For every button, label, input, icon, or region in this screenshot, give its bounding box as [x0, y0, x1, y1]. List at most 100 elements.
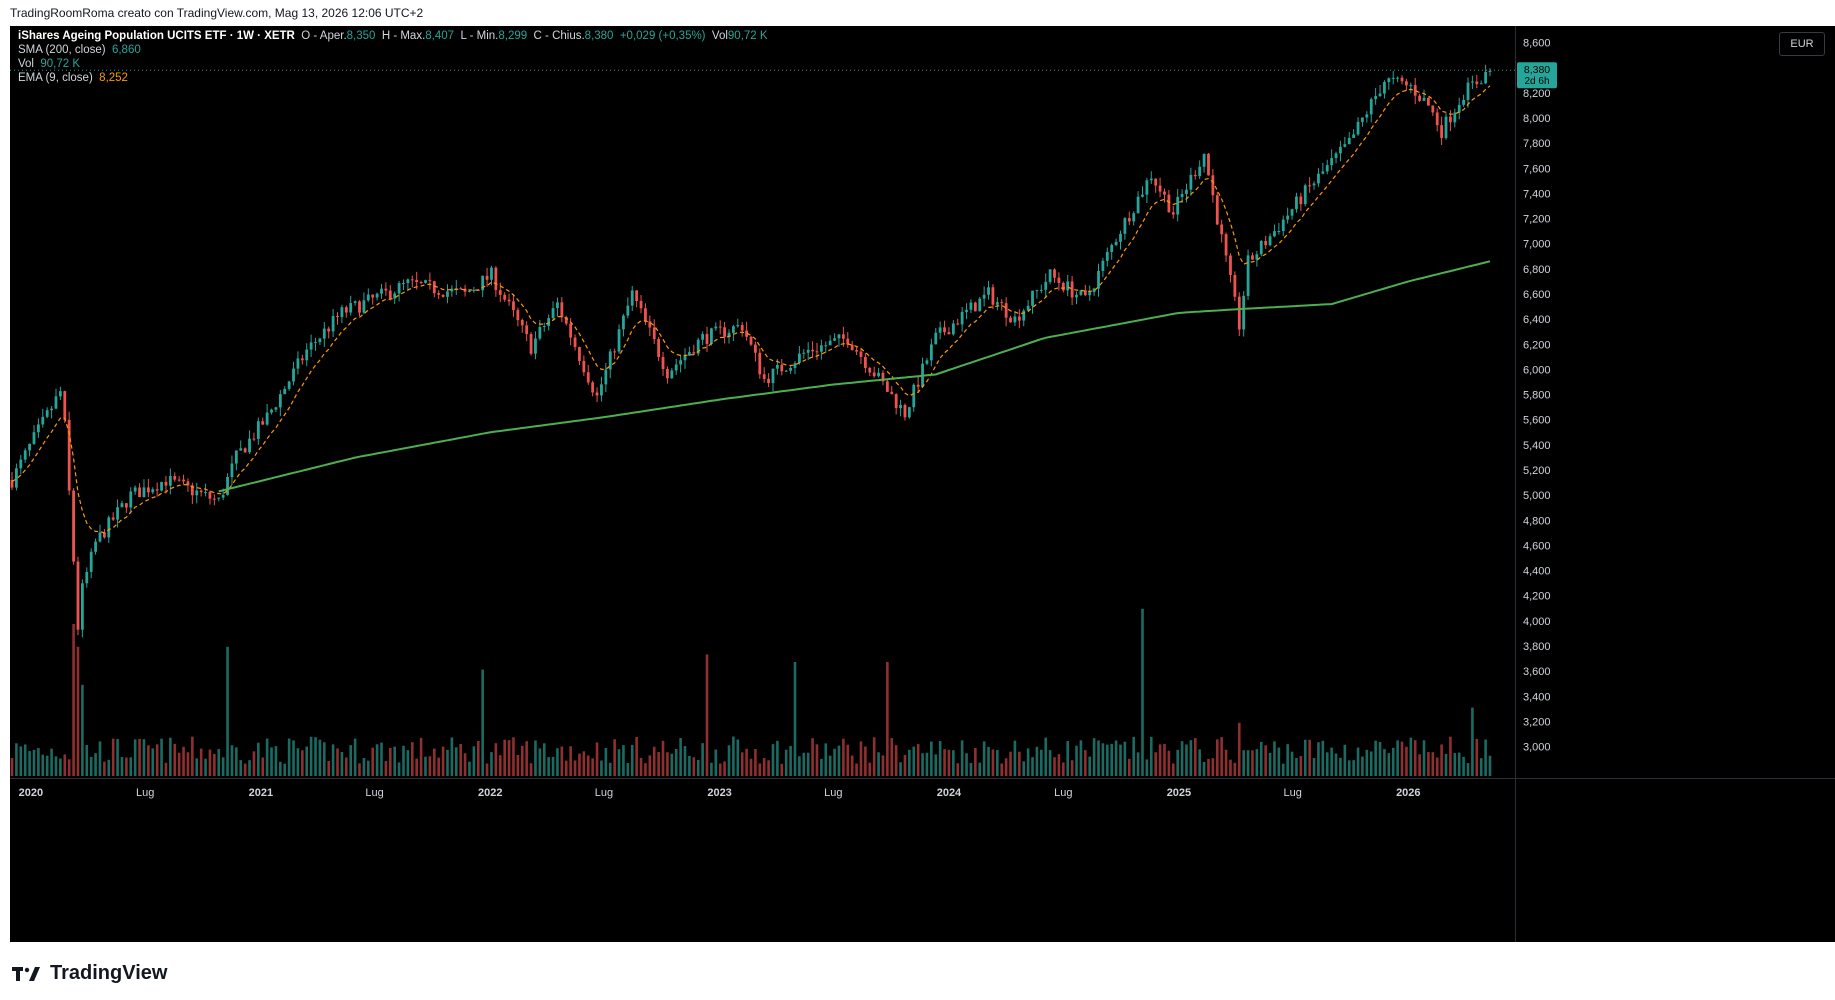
- volume-bar: [846, 744, 850, 776]
- volume-bar: [1312, 758, 1316, 776]
- volume-bar: [230, 745, 234, 776]
- volume-bar: [1246, 750, 1250, 776]
- candle-body: [1158, 185, 1162, 192]
- volume-bar: [1207, 758, 1210, 776]
- candle-body: [283, 388, 287, 395]
- candle-body: [1330, 158, 1334, 166]
- volume-bar: [881, 755, 885, 776]
- price-chart[interactable]: 8,6008,4008,2008,0007,8007,6007,4007,200…: [10, 26, 1835, 942]
- volume-bar: [107, 759, 111, 776]
- candle-body: [1154, 178, 1158, 186]
- legend-sma-row[interactable]: SMA (200, close) 6,860: [18, 44, 141, 56]
- candle-body: [230, 463, 234, 478]
- volume-bar: [626, 763, 630, 776]
- volume-bar: [142, 739, 146, 776]
- candle-body: [868, 367, 872, 373]
- candle-body: [1347, 138, 1351, 145]
- legend-ohlc-row[interactable]: iShares Ageing Population UCITS ETF · 1W…: [18, 30, 768, 42]
- volume-bar: [595, 742, 599, 776]
- volume-bar: [1427, 752, 1430, 776]
- candle-body: [300, 358, 304, 361]
- volume-bar: [67, 759, 71, 776]
- volume-bar: [991, 749, 995, 776]
- candle-body: [745, 330, 749, 337]
- candle-body: [692, 352, 696, 354]
- candle-body: [208, 491, 212, 499]
- volume-bar: [498, 755, 502, 776]
- volume-bar: [784, 749, 788, 776]
- candle-body: [314, 342, 317, 344]
- volume-bar: [714, 749, 718, 776]
- candle-body: [331, 316, 335, 332]
- candle-body: [446, 291, 449, 297]
- volume-bar: [1466, 763, 1470, 776]
- volume-bar: [538, 748, 542, 776]
- volume-bar: [1119, 744, 1122, 776]
- candle-body: [428, 280, 432, 282]
- currency-button[interactable]: EUR: [1779, 32, 1825, 56]
- volume-bar: [1158, 744, 1162, 776]
- volume-bar: [652, 746, 656, 776]
- volume-bar: [894, 745, 898, 776]
- volume-bar: [252, 751, 256, 776]
- volume-bar: [10, 758, 14, 776]
- tradingview-brand[interactable]: TradingView: [12, 962, 167, 985]
- candle-body: [833, 338, 836, 341]
- volume-bar: [1229, 759, 1232, 776]
- volume-bar: [542, 743, 546, 776]
- legend-symbol[interactable]: iShares Ageing Population UCITS ETF · 1W…: [18, 30, 295, 42]
- volume-bar: [943, 749, 946, 776]
- candle-body: [494, 267, 498, 291]
- candle-body: [107, 517, 111, 538]
- candle-body: [850, 344, 854, 351]
- volume-bar: [1449, 736, 1452, 776]
- volume-bar: [1106, 744, 1109, 776]
- candle-body: [732, 326, 735, 333]
- candle-body: [63, 391, 67, 420]
- price-tick-label: 4,200: [1523, 591, 1551, 603]
- chart-frame[interactable]: 8,6008,4008,2008,0007,8007,6007,4007,200…: [10, 26, 1835, 942]
- candle-body: [578, 347, 581, 361]
- candle-body: [644, 308, 647, 322]
- candle-body: [617, 329, 621, 352]
- volume-bar: [780, 763, 784, 776]
- volume-bar: [899, 762, 902, 776]
- candle-body: [1303, 185, 1307, 205]
- candle-body: [1215, 195, 1219, 225]
- volume-bar: [323, 742, 326, 776]
- volume-bar: [802, 752, 806, 776]
- volume-bar: [701, 743, 704, 776]
- candle-body: [560, 302, 564, 318]
- candle-body: [1132, 213, 1136, 222]
- price-tick-label: 7,000: [1523, 239, 1551, 251]
- legend-ema-row[interactable]: EMA (9, close) 8,252: [18, 72, 128, 84]
- volume-bar: [956, 763, 960, 776]
- candle-body: [14, 468, 18, 488]
- volume-bar: [1255, 749, 1259, 776]
- volume-bar: [1444, 754, 1448, 776]
- candle-body: [168, 476, 172, 486]
- volume-bar: [147, 745, 150, 776]
- volume-bar: [600, 760, 603, 776]
- candle-body: [1277, 231, 1281, 233]
- candle-body: [929, 344, 933, 361]
- volume-bar: [23, 744, 27, 776]
- candle-body: [349, 302, 353, 313]
- legend-vol-row[interactable]: Vol 90,72 K: [18, 58, 80, 70]
- volume-bar: [1040, 749, 1043, 776]
- price-tick-label: 8,200: [1523, 88, 1551, 100]
- volume-bar: [160, 738, 163, 776]
- candle-body: [239, 448, 243, 451]
- volume-bar: [494, 743, 498, 776]
- volume-bar: [740, 752, 744, 776]
- candle-body: [903, 404, 907, 418]
- legend-sma-label: SMA (200, close): [18, 44, 106, 56]
- candle-body: [67, 419, 71, 491]
- candle-body: [956, 323, 960, 325]
- candle-body: [1312, 183, 1316, 186]
- candle-body: [767, 378, 770, 384]
- candle-body: [1286, 215, 1290, 220]
- candle-body: [797, 353, 801, 364]
- volume-bar: [974, 748, 977, 776]
- candle-body: [683, 355, 687, 361]
